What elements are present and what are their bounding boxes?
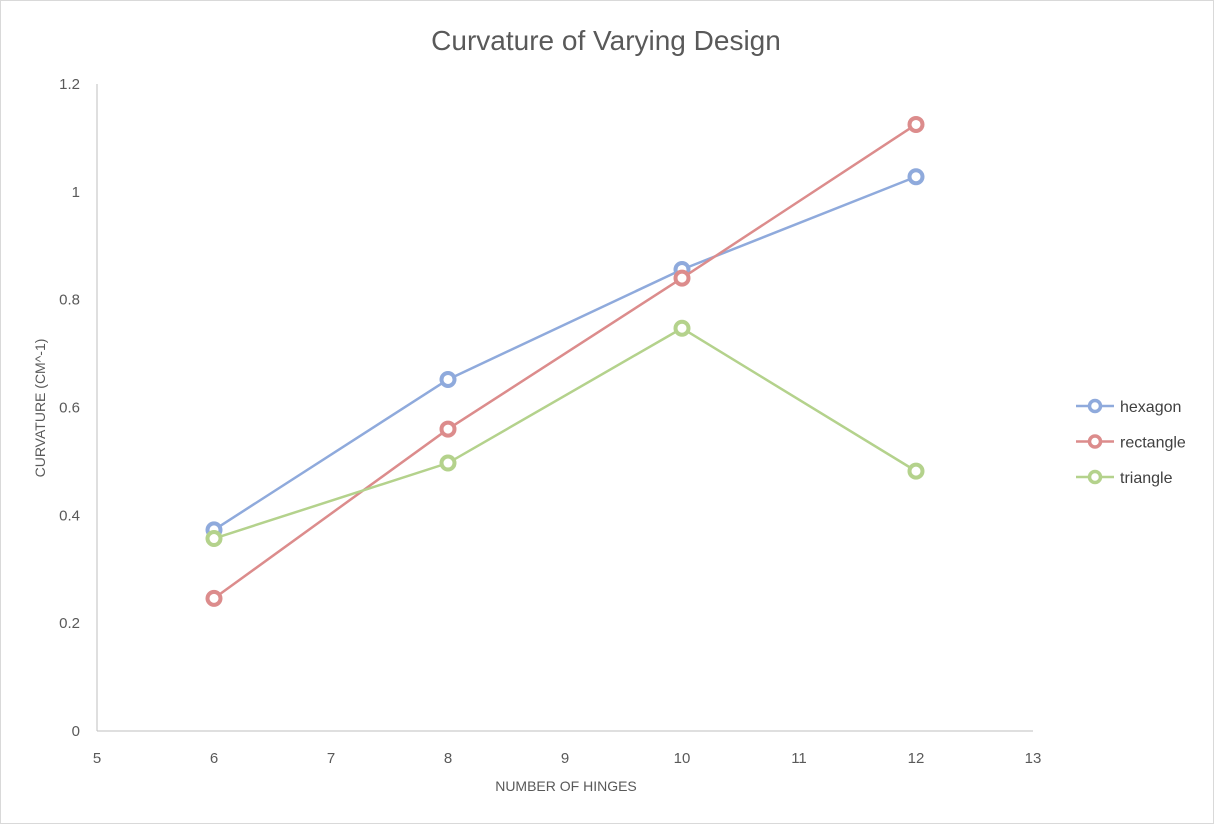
data-point (439, 420, 457, 438)
y-tick-label: 0.2 (59, 615, 80, 632)
data-point (907, 462, 925, 480)
chart-title: Curvature of Varying Design (431, 25, 781, 56)
x-tick-label: 6 (210, 750, 218, 767)
y-tick-label: 0.8 (59, 292, 80, 309)
data-point (907, 115, 925, 133)
x-tick-label: 12 (908, 750, 925, 767)
legend-marker (1087, 434, 1103, 449)
series-line (213, 123, 917, 600)
data-point (907, 168, 925, 186)
x-tick-label: 7 (327, 750, 335, 767)
x-tick-label: 13 (1025, 750, 1042, 767)
legend-marker (1087, 469, 1103, 485)
x-tick-label: 5 (93, 750, 101, 767)
data-point (205, 530, 223, 548)
data-point (439, 454, 457, 472)
y-tick-label: 1 (72, 184, 80, 201)
y-tick-label: 0.4 (59, 507, 80, 524)
x-tick-label: 9 (561, 750, 569, 767)
y-axis-title: CURVATURE (CM^-1) (32, 339, 48, 478)
series-line (213, 175, 917, 531)
legend-item: triangle (1076, 469, 1173, 487)
data-point (673, 319, 691, 337)
x-tick-label: 11 (791, 750, 807, 767)
y-tick-label: 1.2 (59, 76, 80, 93)
data-point (673, 269, 691, 287)
y-tick-labels: 0 0.2 0.4 0.6 0.8 1 1.2 (59, 76, 80, 740)
series-triangle (205, 319, 925, 548)
legend-item: rectangle (1076, 434, 1186, 452)
legend-label: hexagon (1120, 399, 1181, 416)
legend-label: triangle (1120, 470, 1173, 487)
plot-area (205, 115, 925, 607)
axes (96, 84, 1033, 732)
series-line (213, 326, 917, 540)
legend-marker (1087, 398, 1103, 414)
x-tick-label: 10 (674, 750, 691, 767)
legend-item: hexagon (1076, 398, 1181, 416)
series-rectangle (205, 115, 925, 607)
legend: hexagon rectangle triangle (1076, 398, 1186, 487)
data-point (205, 589, 223, 607)
data-point (439, 370, 457, 388)
x-tick-label: 8 (444, 750, 452, 767)
x-tick-labels: 5 6 7 8 9 10 11 12 13 (93, 750, 1042, 767)
y-tick-label: 0 (72, 723, 80, 740)
y-tick-label: 0.6 (59, 400, 80, 417)
x-axis-title: NUMBER OF HINGES (495, 778, 637, 794)
legend-label: rectangle (1120, 435, 1186, 452)
